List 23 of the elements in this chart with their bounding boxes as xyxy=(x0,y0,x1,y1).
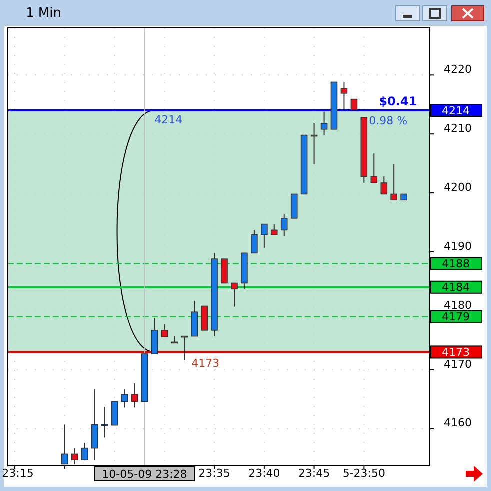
ref-line-label: 4173 xyxy=(442,346,470,360)
y-tick-label: 4210 xyxy=(444,122,472,135)
x-tick-label: 23:35 xyxy=(198,467,230,480)
ref-line-label: 4184 xyxy=(442,281,470,294)
y-tick-label: 4180 xyxy=(444,298,472,312)
y-tick-label: 4170 xyxy=(444,358,472,371)
ref-line-label: 10-05-09 23:28 xyxy=(102,468,188,481)
ref-line-label: 4188 xyxy=(442,258,470,271)
chart-title: 1 Min xyxy=(26,6,62,21)
y-tick-label: 4200 xyxy=(444,180,472,194)
x-tick-label: 23:15 xyxy=(2,467,34,480)
annotation: 4173 xyxy=(192,357,220,370)
annotation: $0.41 xyxy=(379,94,418,109)
x-tick-label: 23:45 xyxy=(298,467,330,480)
y-tick-label: 4160 xyxy=(444,416,472,430)
ref-line-label: 4179 xyxy=(442,310,470,324)
y-tick-label: 4190 xyxy=(444,240,472,253)
annotation: 0.98 % xyxy=(369,114,408,128)
x-tick-label: 23:40 xyxy=(248,467,280,480)
y-tick-label: 4220 xyxy=(444,63,472,76)
annotation: 4214 xyxy=(154,113,183,126)
ref-line-label: 4214 xyxy=(442,104,470,118)
x-tick-label: 5-23:50 xyxy=(342,467,386,480)
